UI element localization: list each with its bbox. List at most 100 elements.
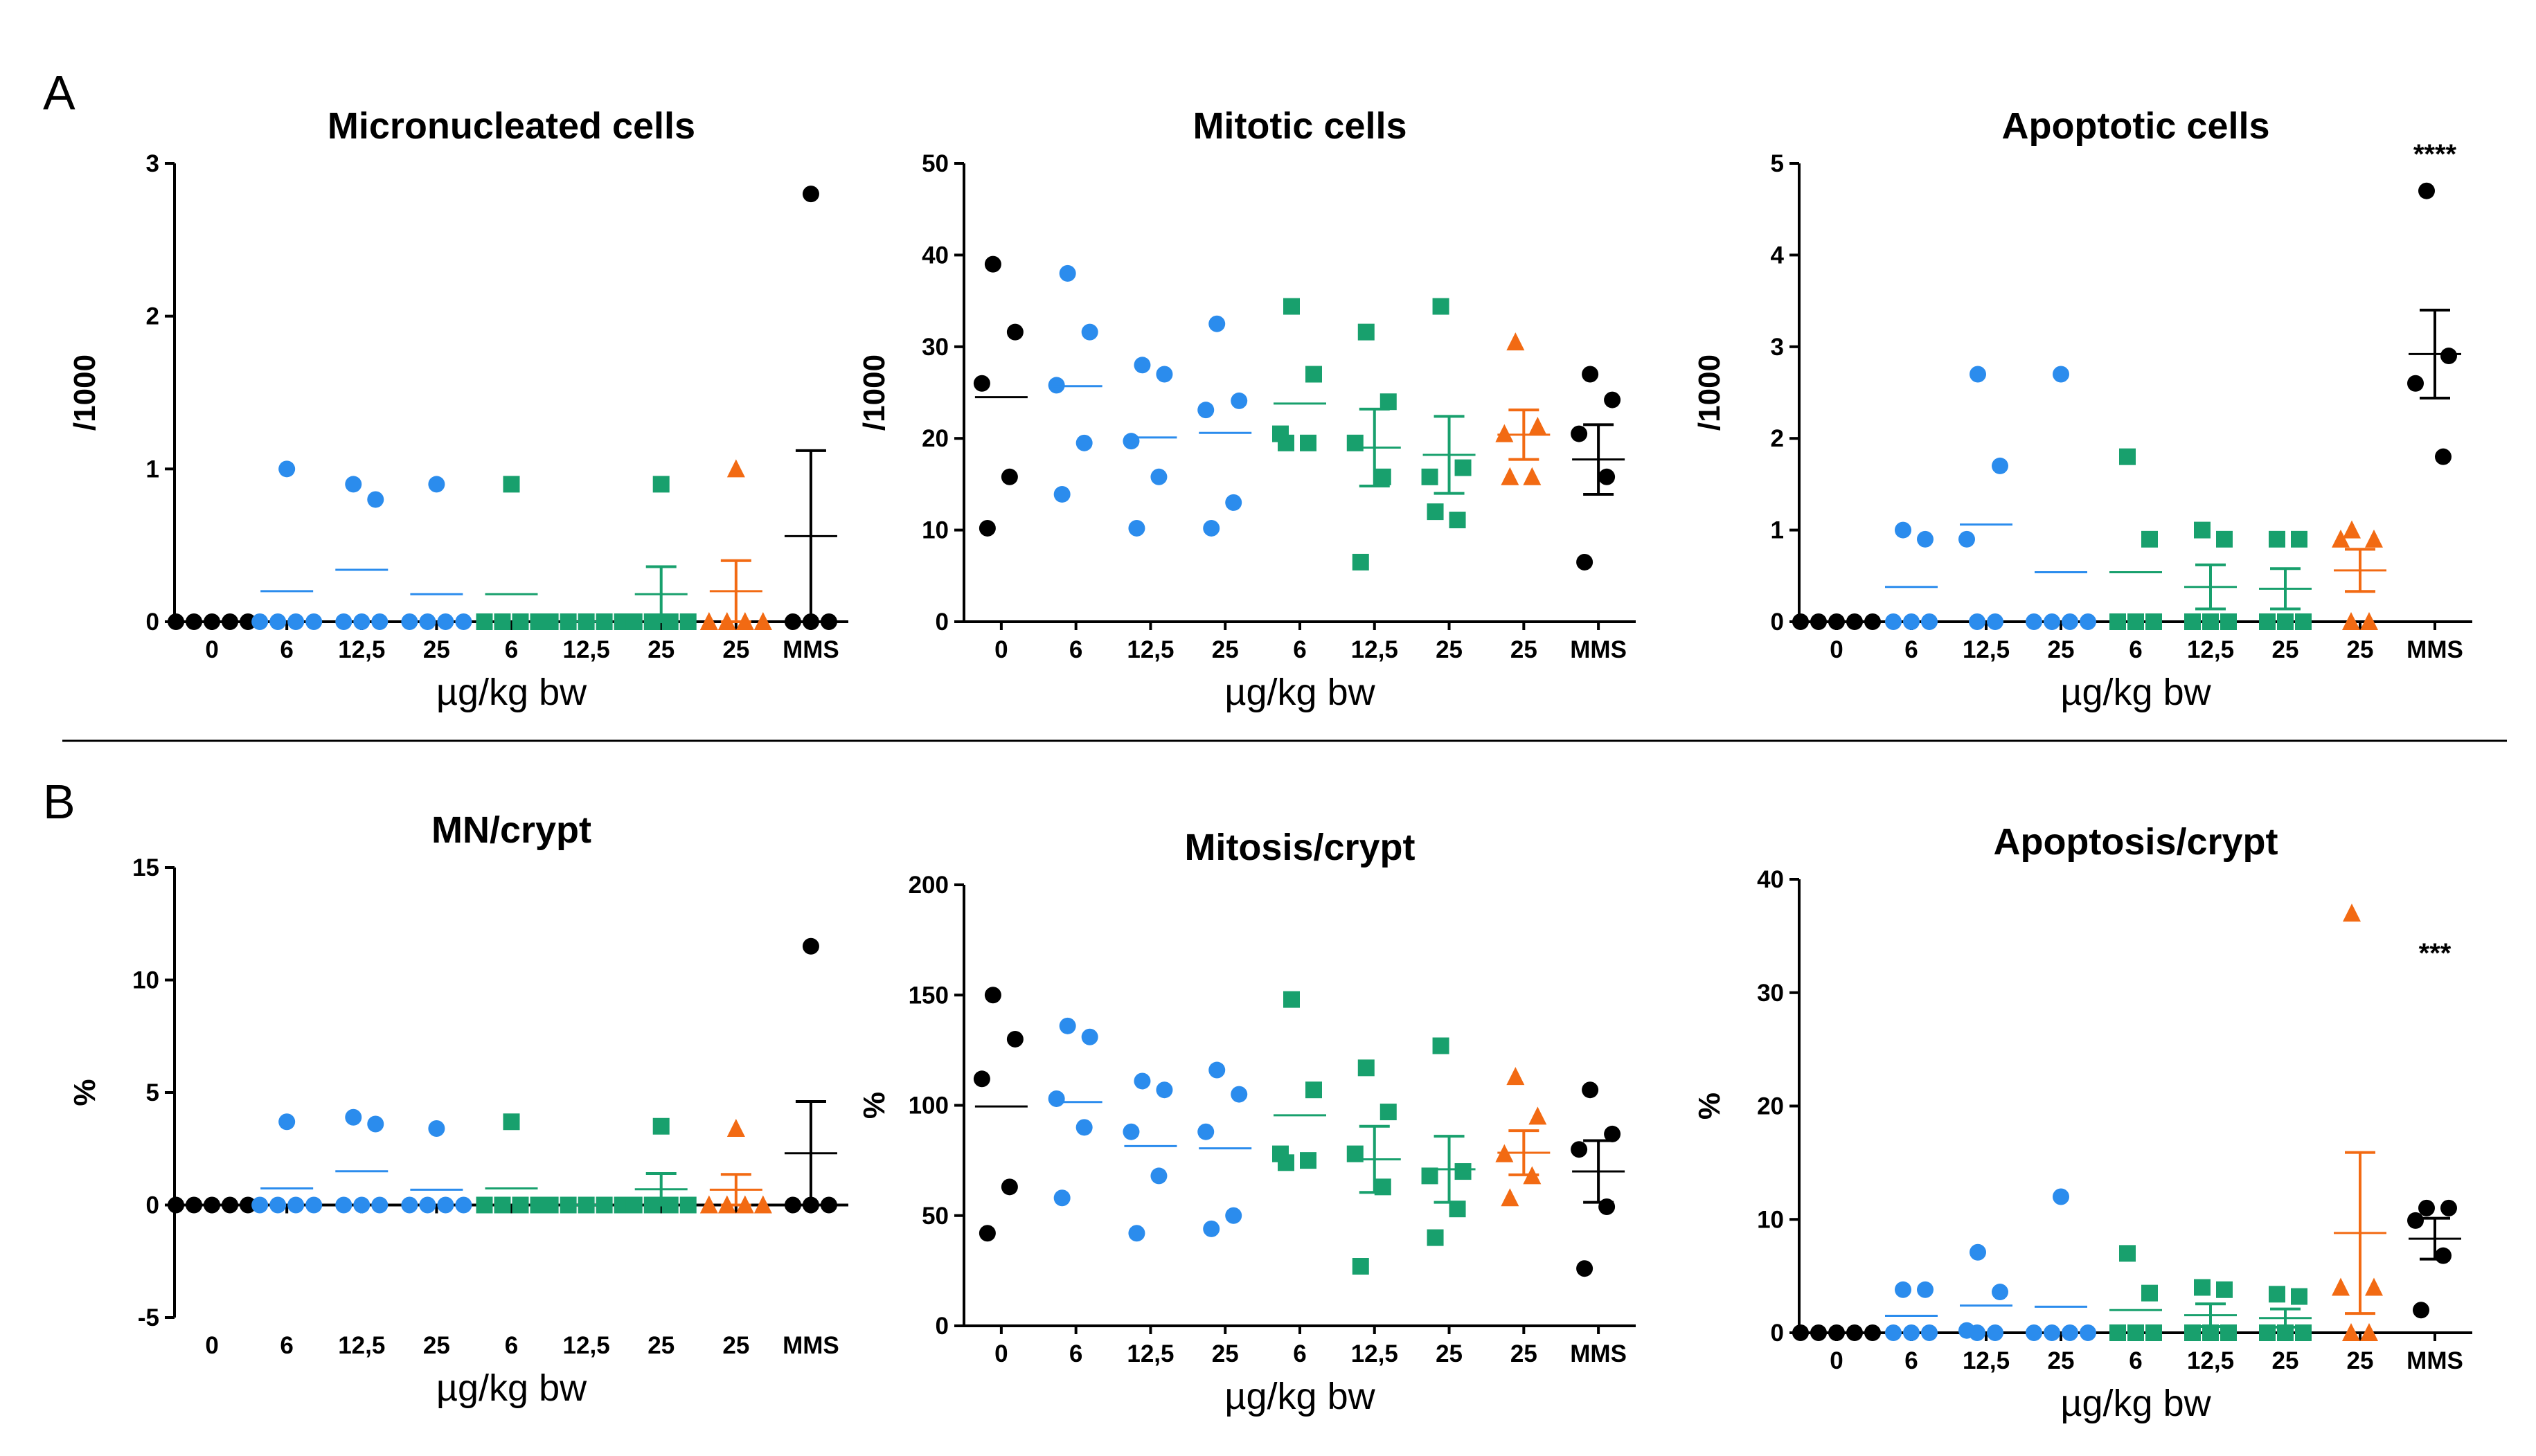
x-tick-label: 6 (1069, 1340, 1082, 1367)
x-tick-label: 6 (1904, 636, 1918, 663)
data-point (2295, 613, 2312, 630)
x-tick-label: 25 (2347, 1347, 2374, 1374)
x-axis-label: µg/kg bw (436, 1367, 587, 1409)
data-point (305, 1196, 323, 1214)
x-axis-label: µg/kg bw (2060, 672, 2211, 713)
data-point (2184, 613, 2201, 630)
data-point (1203, 1220, 1220, 1237)
data-point (503, 1113, 520, 1131)
x-tick-label: 12,5 (1963, 636, 2010, 663)
y-tick-label: 30 (1757, 980, 1784, 1007)
y-axis-label: % (68, 1079, 102, 1106)
data-point (168, 613, 185, 630)
data-point (1495, 424, 1514, 442)
data-point (979, 519, 996, 537)
data-point (367, 491, 384, 508)
data-point (2418, 1199, 2435, 1216)
data-point (2053, 1188, 2069, 1205)
data-point (2407, 375, 2424, 392)
data-point (1379, 1104, 1397, 1121)
x-tick-label: 6 (280, 636, 293, 663)
data-point (1053, 1189, 1071, 1207)
y-tick-label: 5 (1771, 150, 1784, 177)
data-point (1231, 1086, 1248, 1103)
x-tick-label: 12,5 (1351, 1340, 1398, 1367)
data-point (1001, 1178, 1018, 1196)
y-tick-label: 10 (132, 967, 159, 994)
data-point (2127, 1324, 2144, 1341)
data-point (168, 1196, 185, 1214)
data-point (1604, 1125, 1621, 1142)
data-point (494, 613, 511, 630)
x-tick-label: 25 (2048, 636, 2075, 663)
data-point (1081, 1028, 1098, 1045)
data-point (1283, 298, 1300, 315)
x-tick-label: MMS (2406, 1347, 2463, 1374)
y-tick-label: 100 (909, 1093, 949, 1120)
data-point (1903, 613, 1920, 630)
x-tick-label: 12,5 (1127, 1340, 1174, 1367)
data-point (1864, 1324, 1881, 1341)
y-tick-label: 40 (922, 242, 949, 269)
data-point (1958, 530, 1975, 548)
x-tick-label: MMS (783, 1332, 839, 1359)
y-tick-label: 15 (132, 854, 159, 881)
data-point (1001, 468, 1018, 485)
data-point (512, 1196, 529, 1214)
data-point (1197, 1123, 1215, 1140)
data-point (2418, 182, 2435, 199)
data-point (1885, 613, 1902, 630)
x-tick-label: 25 (1212, 1340, 1239, 1367)
data-point (1357, 323, 1375, 341)
chart-mn-crypt: MN/crypt -5 0 5 10 15% 0 6 12,5 25 6 12,5 25 25 MMS µg/… (68, 809, 848, 1409)
y-axis-label: % (1693, 1093, 1726, 1120)
x-tick-label: 25 (722, 636, 749, 663)
x-tick-label: 12,5 (1127, 636, 1174, 663)
y-tick-label: 10 (1757, 1206, 1784, 1233)
x-tick-label: 12,5 (2187, 1347, 2234, 1374)
data-point (699, 612, 718, 630)
data-point (1278, 434, 1294, 451)
data-point (1156, 366, 1173, 383)
data-point (2332, 1277, 2350, 1296)
chart-mitosis-crypt: Mitosis/crypt 0 50 100 150 200% 0 6 12,5 25 6 12,5 2… (857, 827, 1636, 1417)
x-tick-label: 6 (505, 636, 518, 663)
y-tick-label: 2 (146, 303, 159, 330)
data-point (1134, 1072, 1151, 1090)
data-point (1305, 366, 1322, 383)
x-tick-label: MMS (1570, 1340, 1627, 1367)
data-point (1123, 1123, 1140, 1140)
data-point (1231, 392, 1248, 409)
data-point (2026, 613, 2042, 630)
data-point (625, 1196, 643, 1214)
x-tick-label: 25 (2272, 636, 2299, 663)
data-point (2440, 348, 2457, 365)
data-point (679, 1196, 697, 1214)
data-point (1208, 315, 1226, 332)
y-tick-label: 50 (922, 1203, 949, 1230)
data-point (726, 1119, 745, 1137)
x-tick-label: 0 (1830, 1347, 1843, 1374)
y-tick-label: 50 (922, 150, 949, 177)
data-point (2141, 1284, 2158, 1302)
x-tick-label: 25 (648, 1332, 675, 1359)
data-point (2109, 613, 2126, 630)
y-tick-label: 20 (922, 425, 949, 452)
data-point (2026, 1324, 2042, 1341)
data-point (1970, 366, 1986, 383)
data-point (1059, 264, 1076, 282)
data-point (1604, 391, 1621, 408)
data-point (2127, 613, 2144, 630)
data-point (494, 1196, 511, 1214)
data-point (503, 476, 520, 493)
data-point (1300, 1152, 1316, 1169)
data-point (251, 1196, 269, 1214)
data-point (625, 613, 643, 630)
x-tick-label: 6 (280, 1332, 293, 1359)
data-point (1895, 1281, 1911, 1298)
data-point (278, 1113, 296, 1131)
data-point (802, 186, 819, 203)
data-point (371, 1196, 389, 1214)
data-point (2360, 1323, 2378, 1341)
x-tick-label: 12,5 (563, 636, 610, 663)
